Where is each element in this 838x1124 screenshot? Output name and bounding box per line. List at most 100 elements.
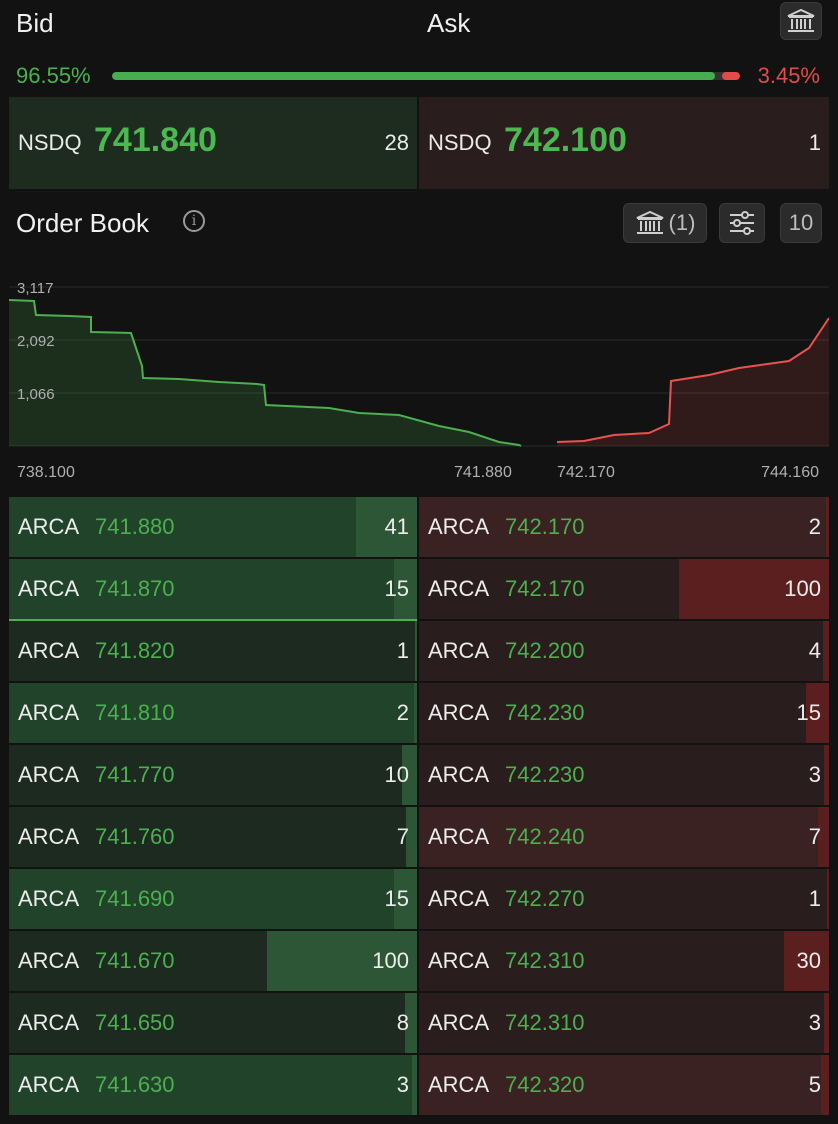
ask-exchange: ARCA xyxy=(428,824,490,849)
header: Bid Ask xyxy=(0,0,838,50)
ask-level[interactable]: ARCA 742.310 3 xyxy=(419,993,829,1053)
depth-button[interactable]: 10 xyxy=(780,203,822,243)
bank-icon xyxy=(636,210,663,234)
depth-chart: 3,117 2,092 1,066 738.100 741.880 742.17… xyxy=(9,280,829,481)
ask-depth-area xyxy=(557,318,829,446)
ask-size-bar xyxy=(824,745,829,805)
bid-level[interactable]: ARCA 741.880 41 xyxy=(9,497,417,557)
x-tick-label: 738.100 xyxy=(17,464,75,481)
x-tick-label: 744.160 xyxy=(761,464,819,481)
best-ask-exchange: NSDQ xyxy=(428,130,492,155)
ask-exchange: ARCA xyxy=(428,948,490,973)
ask-price: 742.170 xyxy=(505,576,585,601)
bid-level[interactable]: ARCA 741.870 15 xyxy=(9,559,417,619)
bid-level[interactable]: ARCA 741.770 10 xyxy=(9,745,417,805)
ask-size: 3 xyxy=(808,1010,821,1035)
bid-price: 741.650 xyxy=(95,1010,175,1035)
ask-size: 7 xyxy=(808,824,821,849)
bid-level[interactable]: ARCA 741.810 2 xyxy=(9,683,417,743)
ask-level[interactable]: ARCA 742.170 100 xyxy=(419,559,829,619)
ask-price: 742.270 xyxy=(505,886,585,911)
ask-price: 742.230 xyxy=(505,762,585,787)
bid-size: 8 xyxy=(396,1010,409,1035)
ask-size-bar xyxy=(821,1055,829,1115)
info-icon[interactable]: i xyxy=(183,210,205,232)
ask-price: 742.170 xyxy=(505,514,585,539)
bid-price: 741.760 xyxy=(95,824,175,849)
ask-price: 742.310 xyxy=(505,948,585,973)
bid-level[interactable]: ARCA 741.820 1 xyxy=(9,621,417,681)
best-bid-exchange: NSDQ xyxy=(18,130,82,155)
order-book-row: ARCA 741.690 15 ARCA 742.270 1 xyxy=(9,869,829,929)
bid-size: 3 xyxy=(396,1072,409,1097)
best-bid-size: 28 xyxy=(384,130,409,155)
bid-size-bar xyxy=(394,559,417,619)
order-book-row: ARCA 741.770 10 ARCA 742.230 3 xyxy=(9,745,829,805)
bid-size: 100 xyxy=(372,948,409,973)
ask-size-bar xyxy=(806,683,829,743)
ask-exchange: ARCA xyxy=(428,886,490,911)
ask-exchange: ARCA xyxy=(428,514,490,539)
bid-level[interactable]: ARCA 741.670 100 xyxy=(9,931,417,991)
order-book-row: ARCA 741.760 7 ARCA 742.240 7 xyxy=(9,807,829,867)
bid-price: 741.770 xyxy=(95,762,175,787)
bid-size-bar xyxy=(356,497,417,557)
x-tick-label: 742.170 xyxy=(557,464,615,481)
bid-size-bar xyxy=(267,931,417,991)
ask-level[interactable]: ARCA 742.230 3 xyxy=(419,745,829,805)
ask-size-bar xyxy=(679,559,829,619)
bid-percent: 96.55% xyxy=(16,63,91,88)
ask-size-bar xyxy=(818,807,829,867)
ask-level[interactable]: ARCA 742.170 2 xyxy=(419,497,829,557)
ask-percent: 3.45% xyxy=(757,63,820,88)
best-ask-quote[interactable]: NSDQ 742.100 1 xyxy=(419,97,829,189)
bid-level[interactable]: ARCA 741.690 15 xyxy=(9,869,417,929)
bid-level[interactable]: ARCA 741.650 8 xyxy=(9,993,417,1053)
order-book-title: Order Book xyxy=(16,208,149,238)
exchange-filter-button[interactable]: (1) xyxy=(623,203,707,243)
ask-level[interactable]: ARCA 742.270 1 xyxy=(419,869,829,929)
ask-size-bar xyxy=(824,993,829,1053)
bid-size-bar xyxy=(405,993,417,1053)
best-ask-size: 1 xyxy=(808,130,821,155)
ask-size: 100 xyxy=(784,576,821,601)
ask-size: 5 xyxy=(808,1072,821,1097)
bid-size: 1 xyxy=(396,638,409,663)
ask-level[interactable]: ARCA 742.230 15 xyxy=(419,683,829,743)
bid-size-bar xyxy=(402,745,417,805)
best-bid-quote[interactable]: NSDQ 741.840 28 xyxy=(9,97,417,189)
bid-size: 7 xyxy=(396,824,409,849)
ask-level[interactable]: ARCA 742.200 4 xyxy=(419,621,829,681)
spread-divider xyxy=(9,619,417,621)
bid-price: 741.820 xyxy=(95,638,175,663)
order-book-row: ARCA 741.880 41 ARCA 742.170 2 xyxy=(9,497,829,557)
bid-size: 2 xyxy=(396,700,409,725)
bid-label: Bid xyxy=(16,8,54,38)
bid-exchange: ARCA xyxy=(18,762,80,787)
ask-level[interactable]: ARCA 742.320 5 xyxy=(419,1055,829,1115)
bid-size-bar xyxy=(415,621,417,681)
order-book-row: ARCA 741.820 1 ARCA 742.200 4 xyxy=(9,621,829,681)
bid-price: 741.880 xyxy=(95,514,175,539)
settings-button[interactable] xyxy=(719,203,765,243)
order-book-row: ARCA 741.630 3 ARCA 742.320 5 xyxy=(9,1055,829,1115)
ask-size: 4 xyxy=(808,638,821,663)
ask-level[interactable]: ARCA 742.310 30 xyxy=(419,931,829,991)
ask-price: 742.230 xyxy=(505,700,585,725)
ask-level[interactable]: ARCA 742.240 7 xyxy=(419,807,829,867)
order-book-row: ARCA 741.670 100 ARCA 742.310 30 xyxy=(9,931,829,991)
bid-exchange: ARCA xyxy=(18,638,80,663)
exchange-filter-count: (1) xyxy=(668,210,696,235)
ask-label: Ask xyxy=(427,8,471,38)
bid-size-bar xyxy=(406,807,417,867)
bid-level[interactable]: ARCA 741.760 7 xyxy=(9,807,417,867)
ask-size: 15 xyxy=(796,700,821,725)
bid-level[interactable]: ARCA 741.630 3 xyxy=(9,1055,417,1115)
ask-price: 742.240 xyxy=(505,824,585,849)
ask-exchange: ARCA xyxy=(428,700,490,725)
ask-depth-line xyxy=(556,317,829,443)
bid-exchange: ARCA xyxy=(18,1072,80,1097)
bank-button[interactable] xyxy=(780,2,822,40)
ask-exchange: ARCA xyxy=(428,576,490,601)
ratio-bar xyxy=(112,72,740,80)
